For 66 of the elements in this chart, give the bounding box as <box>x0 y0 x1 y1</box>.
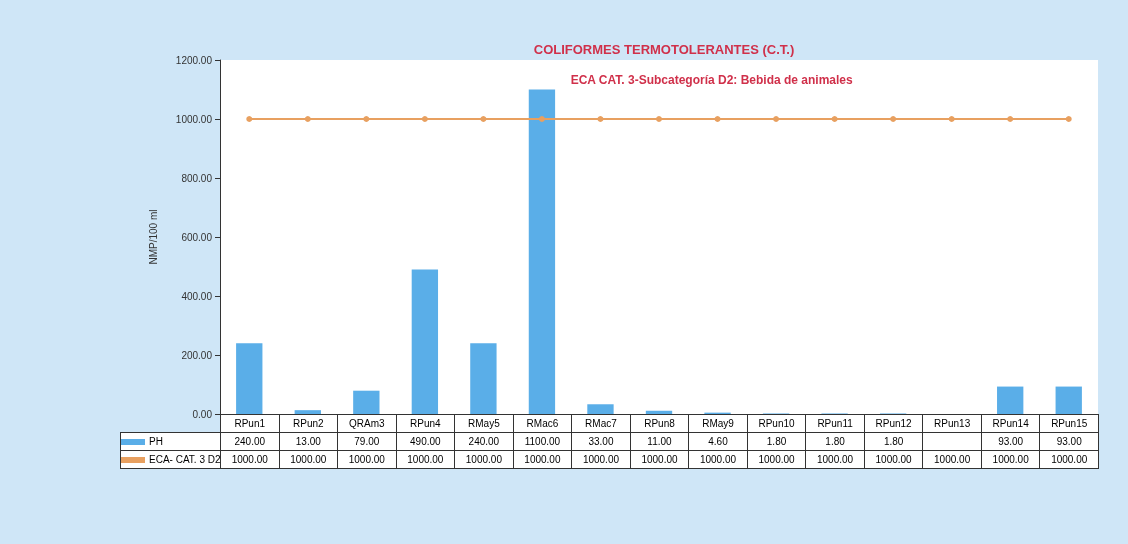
bar <box>1055 386 1082 414</box>
data-label: 1000.00 <box>513 450 572 469</box>
bar <box>587 404 614 414</box>
y-tick-label: 1200.00 <box>175 54 213 66</box>
x-tick-label: RMay5 <box>454 414 514 433</box>
x-tick-label: RMac6 <box>513 414 572 433</box>
x-tick-label: RPun12 <box>864 414 923 433</box>
data-label: 4.60 <box>688 432 748 451</box>
data-label: 11.00 <box>630 432 689 451</box>
x-tick-label: RPun10 <box>747 414 806 433</box>
x-tick-label: RPun11 <box>805 414 865 433</box>
annotation: ECA CAT. 3-Subcategoría D2: Bebida de animales <box>570 73 854 87</box>
data-label: 1000.00 <box>1039 450 1099 469</box>
x-tick-label: RPun15 <box>1039 414 1099 433</box>
data-label: 1100.00 <box>513 432 572 451</box>
legend-label: PH <box>120 432 221 451</box>
x-tick-label: RMac7 <box>571 414 631 433</box>
data-label: 1000.00 <box>337 450 397 469</box>
bar <box>997 386 1024 414</box>
y-tick-label: 600.00 <box>181 231 213 243</box>
data-label: 13.00 <box>279 432 338 451</box>
bar <box>470 343 497 414</box>
data-label: 240.00 <box>220 432 280 451</box>
bar <box>528 89 556 414</box>
y-tick-label: 400.00 <box>181 290 213 302</box>
data-label: 93.00 <box>981 432 1040 451</box>
y-tick-label: 0.00 <box>192 408 213 420</box>
data-label: 79.00 <box>337 432 397 451</box>
data-label: 490.00 <box>396 432 455 451</box>
data-label: 1000.00 <box>279 450 338 469</box>
bar <box>411 269 439 414</box>
y-tick-label: 200.00 <box>181 349 213 361</box>
bar <box>353 390 380 414</box>
data-label: 1000.00 <box>220 450 280 469</box>
bar <box>236 343 263 414</box>
data-label: 1.80 <box>747 432 806 451</box>
data-label: 93.00 <box>1039 432 1099 451</box>
data-label: 1000.00 <box>805 450 865 469</box>
x-tick-label: RPun4 <box>396 414 455 433</box>
data-label: 1.80 <box>805 432 865 451</box>
bar <box>294 410 321 414</box>
data-label: 1000.00 <box>396 450 455 469</box>
x-tick-label: RPun8 <box>630 414 689 433</box>
legend-label: ECA- CAT. 3 D2 <box>120 450 221 469</box>
x-tick-label: RPun14 <box>981 414 1040 433</box>
data-label: 1.80 <box>864 432 923 451</box>
y-tick-label: 800.00 <box>181 172 213 184</box>
data-label: 240.00 <box>454 432 514 451</box>
data-label: 1000.00 <box>981 450 1040 469</box>
y-tick-label: 1000.00 <box>175 113 213 125</box>
data-label: 1000.00 <box>454 450 514 469</box>
data-label: 1000.00 <box>922 450 982 469</box>
data-label: 33.00 <box>571 432 631 451</box>
data-label: 1000.00 <box>630 450 689 469</box>
data-label: 1000.00 <box>688 450 748 469</box>
x-tick-label: QRAm3 <box>337 414 397 433</box>
bar <box>645 410 673 414</box>
x-tick-label: RPun1 <box>220 414 280 433</box>
y-axis-title: NMP/100 ml <box>147 209 159 265</box>
data-label: 1000.00 <box>571 450 631 469</box>
x-tick-label: RPun2 <box>279 414 338 433</box>
x-tick-label: RMay9 <box>688 414 748 433</box>
x-tick-label: RPun13 <box>922 414 982 433</box>
data-label: 1000.00 <box>747 450 806 469</box>
data-label: 1000.00 <box>864 450 923 469</box>
chart-title: COLIFORMES TERMOTOLERANTES (C.T.) <box>533 42 795 57</box>
